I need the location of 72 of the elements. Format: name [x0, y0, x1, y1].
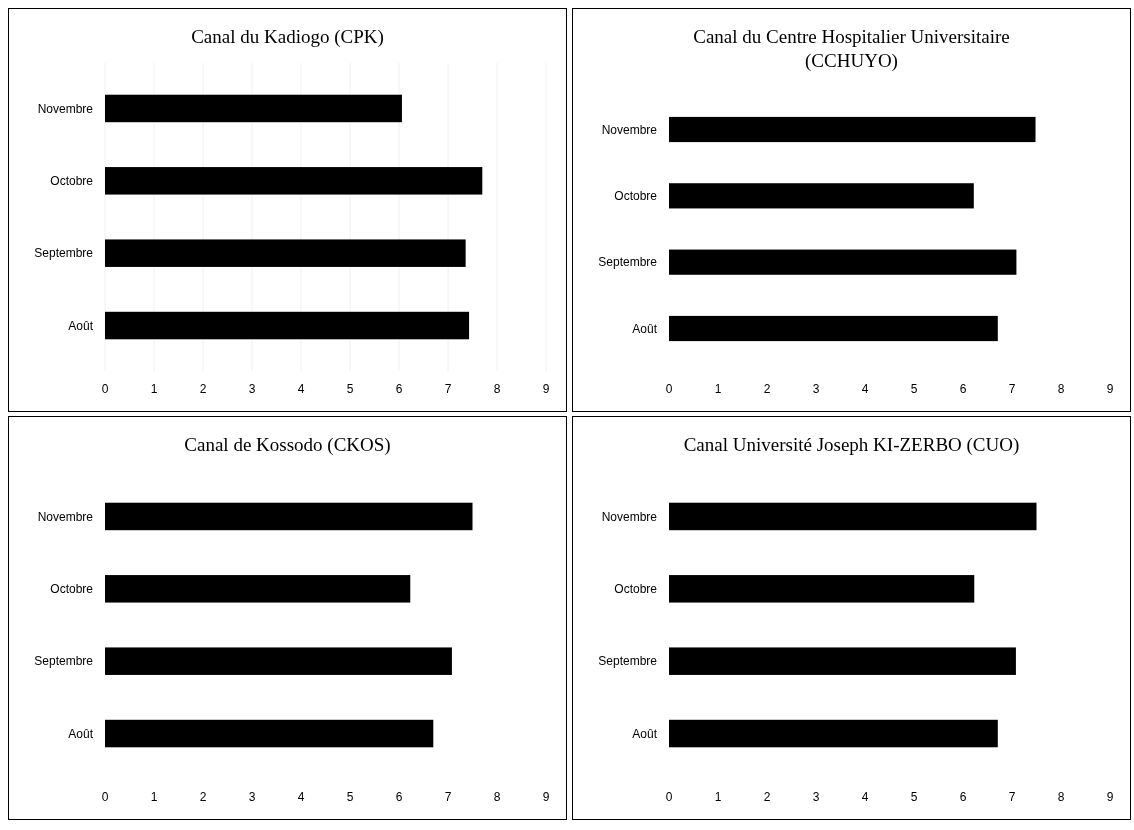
x-tick-label: 6 — [395, 790, 403, 804]
chart-title: Canal du Centre Hospitalier Universitaire (CCHUYO) — [693, 26, 1010, 72]
y-tick-label: Août — [632, 321, 658, 336]
x-tick-label: 7 — [1008, 382, 1016, 396]
x-tick-label: 3 — [812, 790, 820, 804]
y-tick-label: Novembre — [601, 509, 658, 524]
chart-title: Canal du Kadiogo (CPK) — [191, 26, 384, 48]
y-tick-label: Septembre — [34, 654, 94, 669]
x-tick-label: 8 — [1057, 382, 1065, 396]
bar — [669, 116, 1036, 143]
x-tick-label: 4 — [861, 790, 869, 804]
x-tick-label: 6 — [959, 790, 967, 804]
x-tick-label: 6 — [959, 382, 967, 396]
y-tick-label: Octobre — [614, 189, 658, 204]
x-tick-label: 4 — [297, 790, 305, 804]
x-tick-label: 1 — [150, 382, 158, 396]
y-tick-label: Septembre — [598, 255, 658, 270]
x-tick-label: 4 — [861, 382, 869, 396]
x-tick-label: 2 — [763, 382, 771, 396]
x-tick-label: 8 — [1057, 790, 1065, 804]
x-tick-label: 2 — [763, 790, 771, 804]
bar — [669, 719, 998, 748]
x-tick-label: 3 — [248, 382, 256, 396]
x-tick-label: 0 — [101, 382, 109, 396]
x-tick-label: 5 — [346, 790, 354, 804]
x-tick-label: 9 — [1106, 790, 1114, 804]
chart-title: Canal de Kossodo (CKOS) — [184, 434, 391, 456]
x-tick-label: 4 — [297, 382, 305, 396]
x-tick-label: 2 — [199, 382, 207, 396]
x-tick-label: 1 — [150, 790, 158, 804]
y-tick-label: Août — [632, 726, 658, 741]
bar — [669, 647, 1016, 675]
x-tick-label: 1 — [714, 790, 722, 804]
x-tick-label: 1 — [714, 382, 722, 396]
y-tick-label: Novembre — [37, 101, 94, 116]
bar — [105, 502, 473, 531]
x-tick-label: 7 — [444, 790, 452, 804]
x-tick-label: 7 — [444, 382, 452, 396]
x-tick-label: 6 — [395, 382, 403, 396]
x-tick-label: 9 — [542, 790, 550, 804]
x-tick-label: 7 — [1008, 790, 1016, 804]
bar — [105, 575, 411, 603]
x-tick-label: 9 — [1106, 382, 1114, 396]
x-tick-label: 0 — [665, 790, 673, 804]
x-tick-label: 0 — [101, 790, 109, 804]
x-tick-label: 5 — [910, 382, 918, 396]
x-tick-label: 8 — [493, 382, 501, 396]
x-tick-label: 5 — [910, 790, 918, 804]
x-tick-label: 9 — [542, 382, 550, 396]
bar — [669, 575, 975, 603]
x-tick-label: 2 — [199, 790, 207, 804]
bar — [105, 647, 452, 675]
y-tick-label: Octobre — [50, 582, 94, 597]
y-tick-label: Novembre — [601, 122, 658, 137]
y-tick-label: Octobre — [50, 174, 94, 189]
chart-title: Canal Université Joseph KI-ZERBO (CUO) — [683, 434, 1020, 456]
bar — [669, 502, 1037, 531]
x-tick-label: 5 — [346, 382, 354, 396]
x-tick-label: 3 — [812, 382, 820, 396]
y-tick-label: Août — [68, 726, 94, 741]
y-tick-label: Septembre — [34, 246, 94, 261]
bar — [669, 249, 1017, 275]
y-tick-label: Novembre — [37, 509, 94, 524]
bar — [669, 315, 998, 342]
y-tick-label: Octobre — [614, 582, 658, 597]
y-tick-label: Septembre — [598, 654, 658, 669]
x-tick-label: 0 — [665, 382, 673, 396]
bar — [669, 183, 974, 209]
x-tick-label: 8 — [493, 790, 501, 804]
x-tick-label: 3 — [248, 790, 256, 804]
y-tick-label: Août — [68, 318, 94, 333]
bar — [105, 719, 434, 748]
